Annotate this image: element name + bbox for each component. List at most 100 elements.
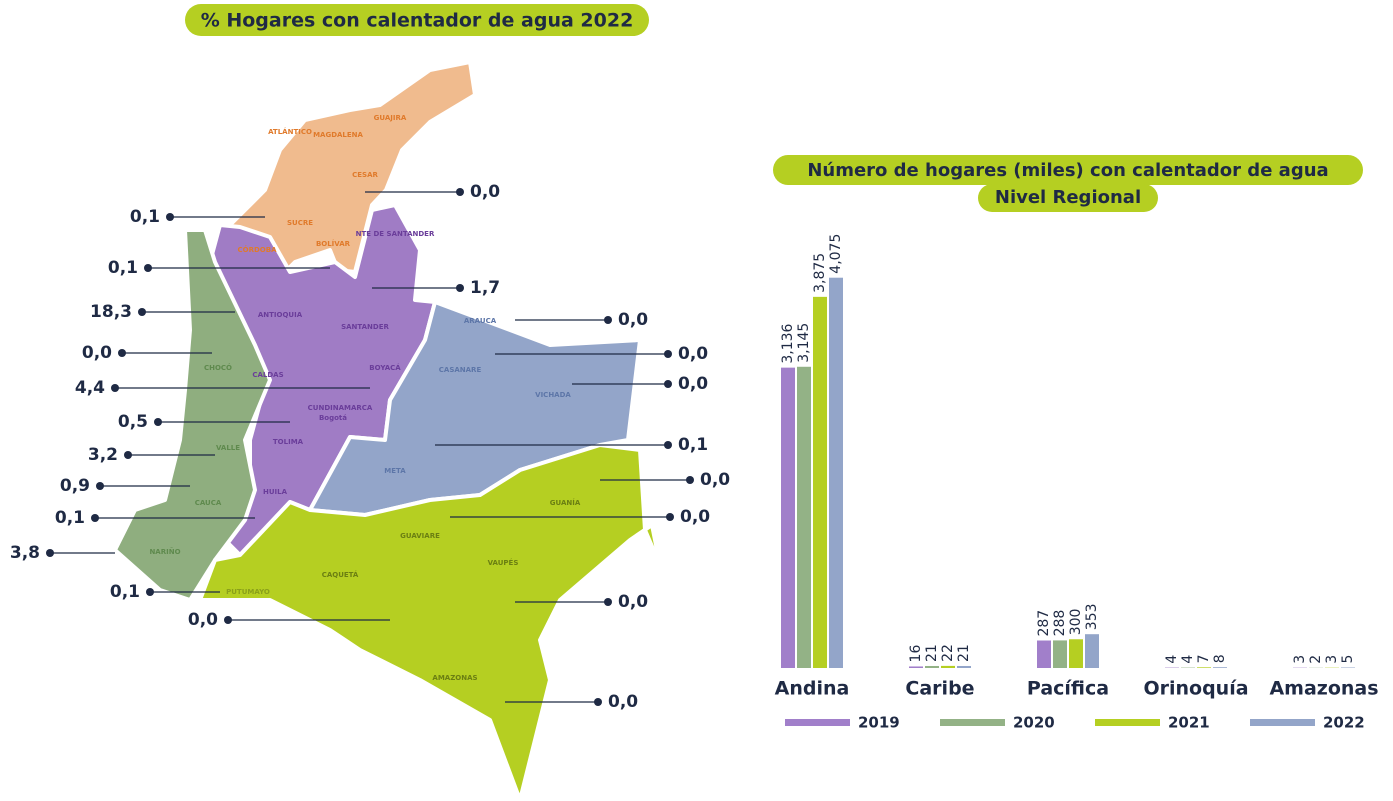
bar — [1053, 640, 1067, 668]
region-label: PUTUMAYO — [226, 588, 270, 596]
callout-dot — [154, 418, 162, 426]
region-label: BOYACÁ — [369, 363, 401, 372]
value-label: 3,875 — [812, 253, 828, 293]
callout-dot — [124, 451, 132, 459]
region-label: GUANÍA — [550, 498, 581, 507]
callout-label: 3,2 — [88, 445, 118, 465]
callout-label: 0,0 — [188, 610, 218, 630]
callout-dot — [604, 316, 612, 324]
region-label: AMAZONAS — [432, 674, 477, 682]
legend-swatch — [785, 719, 850, 726]
callout-label: 0,0 — [608, 692, 638, 712]
callout-label: 0,1 — [55, 508, 85, 528]
value-label: 353 — [1084, 603, 1100, 630]
chart-title: Número de hogares (miles) con calentador… — [807, 160, 1328, 181]
callout-dot — [138, 308, 146, 316]
bar — [957, 665, 971, 668]
callout-label: 0,1 — [110, 582, 140, 602]
region-label: CASANARE — [439, 366, 482, 374]
legend-swatch — [1250, 719, 1315, 726]
title-pill — [185, 4, 649, 36]
value-label: 4 — [1180, 655, 1196, 664]
bar — [925, 665, 939, 668]
value-label: 21 — [956, 644, 972, 662]
callout-label: 1,7 — [470, 278, 500, 298]
region-label: ATLÁNTICO — [268, 127, 312, 136]
value-label: 4,075 — [828, 234, 844, 274]
region-label: CÓRDOBA — [238, 245, 278, 254]
bar — [909, 666, 923, 668]
value-label: 3 — [1292, 655, 1308, 664]
region-label: SANTANDER — [341, 323, 389, 331]
callout-dot — [664, 380, 672, 388]
region-label: CAQUETÁ — [322, 570, 359, 579]
callout-label: 18,3 — [90, 302, 132, 322]
value-label: 5 — [1340, 655, 1356, 664]
callout-dot — [111, 384, 119, 392]
region-label: VALLE — [216, 444, 240, 452]
value-label: 21 — [924, 644, 940, 662]
callout-dot — [664, 350, 672, 358]
callout-dot — [224, 616, 232, 624]
x-tick-label: Pacífica — [1027, 678, 1109, 700]
region-label: GUAJIRA — [374, 114, 407, 122]
legend-swatch — [940, 719, 1005, 726]
callout-dot — [96, 482, 104, 490]
bar — [941, 665, 955, 668]
bar — [781, 367, 795, 668]
region-label: NARIÑO — [149, 547, 180, 556]
callout-dot — [91, 514, 99, 522]
region-label: CALDAS — [252, 371, 283, 379]
region-label: MAGDALENA — [313, 131, 363, 139]
value-label: 7 — [1196, 654, 1212, 663]
bar — [1069, 639, 1083, 668]
callout-dot — [146, 588, 154, 596]
value-label: 287 — [1036, 610, 1052, 637]
subtitle-pill — [978, 184, 1158, 212]
legend-label: 2019 — [858, 714, 900, 732]
value-label: 22 — [940, 644, 956, 662]
callout-label: 0,0 — [618, 310, 648, 330]
callout-label: 0,0 — [678, 344, 708, 364]
callout-label: 0,0 — [678, 374, 708, 394]
region-label: ARAUCA — [464, 317, 497, 325]
region-label: NTE DE SANTANDER — [356, 230, 435, 238]
region-label: SUCRE — [287, 219, 313, 227]
pacifica-region — [113, 228, 272, 602]
callout-label: 0,0 — [470, 182, 500, 202]
callout-label: 0,0 — [618, 592, 648, 612]
map-title: % Hogares con calentador de agua 2022 — [201, 10, 634, 32]
region-label: VAUPÉS — [488, 558, 519, 567]
callout-label: 0,9 — [60, 476, 90, 496]
callout-dot — [456, 284, 464, 292]
x-tick-label: Orinoquía — [1143, 678, 1248, 700]
value-label: 288 — [1052, 610, 1068, 637]
region-label: CHOCÓ — [204, 363, 232, 372]
bar — [1037, 640, 1051, 668]
callout-dot — [456, 188, 464, 196]
value-label: 3,136 — [780, 323, 796, 363]
callout-dot — [46, 549, 54, 557]
region-label: CAUCA — [195, 499, 222, 507]
bar — [797, 366, 811, 668]
bar — [1085, 634, 1099, 668]
callout-dot — [664, 441, 672, 449]
region-label: TOLIMA — [273, 438, 304, 446]
callout-dot — [118, 349, 126, 357]
region-label: CESAR — [352, 171, 378, 179]
x-tick-label: Amazonas — [1269, 678, 1378, 700]
callout-label: 0,1 — [108, 258, 138, 278]
value-label: 4 — [1164, 655, 1180, 664]
callout-dot — [594, 698, 602, 706]
callout-dot — [686, 476, 694, 484]
value-label: 3,145 — [796, 323, 812, 363]
callout-label: 0,5 — [118, 412, 148, 432]
value-label: 300 — [1068, 609, 1084, 636]
legend-label: 2022 — [1323, 714, 1365, 732]
bar — [829, 277, 843, 668]
legend-swatch — [1095, 719, 1160, 726]
amazonas-region — [198, 443, 662, 801]
region-label: Bogotá — [319, 414, 347, 422]
callout-dot — [666, 513, 674, 521]
